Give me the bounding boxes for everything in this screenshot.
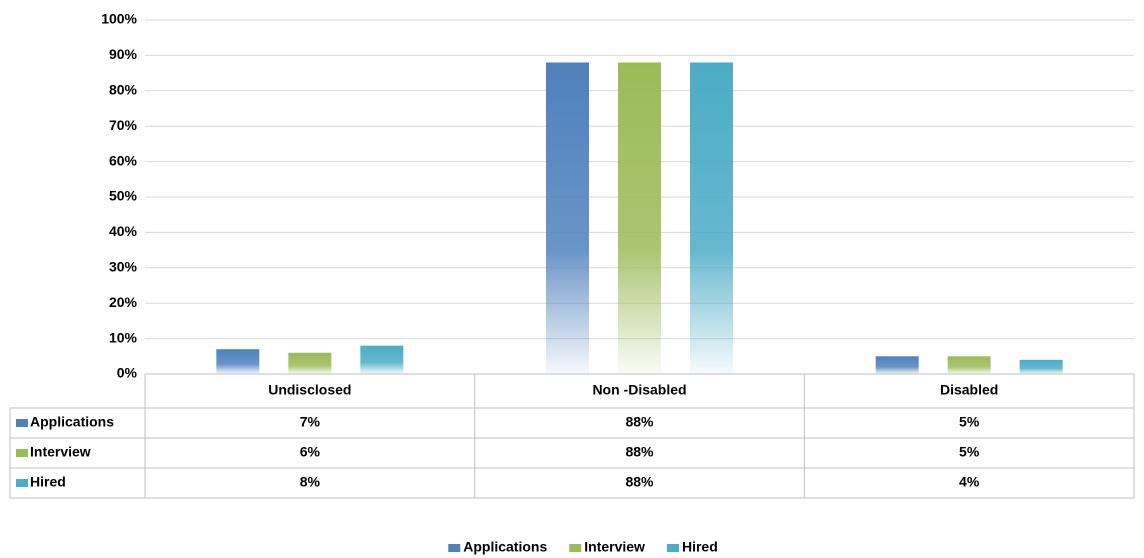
table-value: 88% <box>625 444 654 460</box>
bar <box>1019 359 1063 374</box>
category-label: Undisclosed <box>268 382 351 398</box>
legend-key <box>569 544 582 552</box>
y-tick-label: 40% <box>109 223 138 239</box>
y-tick-label: 0% <box>117 365 138 381</box>
bar <box>875 356 919 374</box>
table-value: 6% <box>300 444 321 460</box>
y-tick-label: 70% <box>109 117 138 133</box>
y-tick-label: 30% <box>109 259 138 275</box>
y-tick-label: 80% <box>109 82 138 98</box>
series-label: Hired <box>30 474 66 490</box>
table-value: 7% <box>300 414 321 430</box>
table-value: 5% <box>959 444 980 460</box>
legend-key <box>16 419 28 427</box>
legend-key <box>666 544 679 552</box>
table-value: 8% <box>300 474 321 490</box>
legend: Applications Interview Hired <box>448 539 718 555</box>
y-tick-label: 50% <box>109 188 138 204</box>
y-tick-label: 100% <box>101 11 137 27</box>
category-label: Disabled <box>940 382 998 398</box>
y-tick-label: 90% <box>109 46 138 62</box>
legend-key <box>16 449 28 457</box>
y-tick-label: 10% <box>109 329 138 345</box>
bar <box>947 356 991 374</box>
legend-label: Hired <box>682 539 718 555</box>
bar <box>360 345 404 374</box>
table-value: 88% <box>625 414 654 430</box>
legend-label: Applications <box>463 539 547 555</box>
legend-key <box>16 479 28 487</box>
table-value: 88% <box>625 474 654 490</box>
series-label: Applications <box>30 414 114 430</box>
bar <box>546 62 589 374</box>
y-tick-label: 20% <box>109 294 138 310</box>
legend-key <box>448 544 461 552</box>
series-label: Interview <box>30 444 91 460</box>
y-tick-label: 60% <box>109 152 138 168</box>
category-label: Non -Disabled <box>592 382 686 398</box>
table-value: 4% <box>959 474 980 490</box>
legend-label: Interview <box>584 539 645 555</box>
bar <box>618 62 661 374</box>
bar <box>690 62 733 374</box>
bar <box>216 349 260 374</box>
bar <box>288 352 332 374</box>
table-value: 5% <box>959 414 980 430</box>
